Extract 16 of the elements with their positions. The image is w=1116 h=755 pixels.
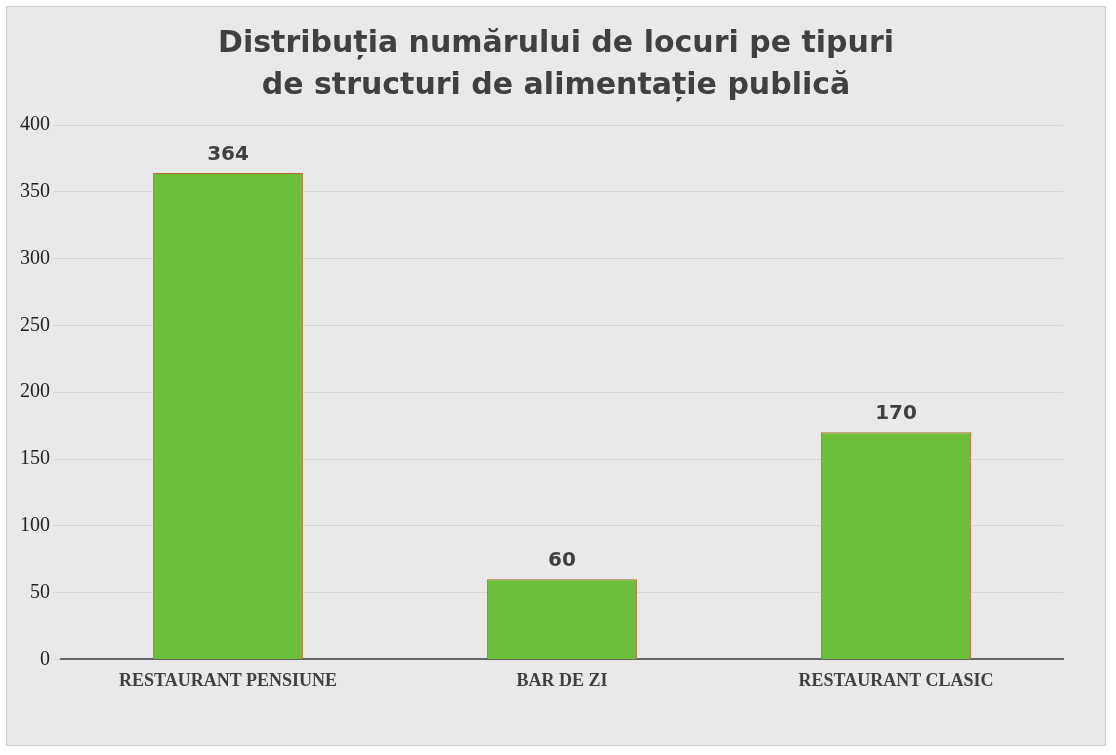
chart-title: Distribuția numărului de locuri pe tipuri de structuri de alimentație publică <box>217 23 895 104</box>
y-tick-label: 0 <box>40 646 50 669</box>
x-tick-label: RESTAURANT CLASIC <box>798 669 994 690</box>
y-tick-label: 400 <box>20 112 50 135</box>
data-label: 170 <box>875 400 917 425</box>
x-tick-label: BAR DE ZI <box>516 669 608 690</box>
y-tick-label: 300 <box>20 245 50 268</box>
data-label: 364 <box>207 141 249 166</box>
y-tick-label: 50 <box>30 579 50 602</box>
data-label: 60 <box>548 547 576 572</box>
y-tick-label: 200 <box>20 379 50 402</box>
x-tick-label: RESTAURANT PENSIUNE <box>119 669 337 690</box>
y-tick-label: 250 <box>20 312 50 335</box>
y-tick-label: 350 <box>20 179 50 202</box>
y-tick-label: 150 <box>20 446 50 469</box>
y-tick-label: 100 <box>20 513 50 536</box>
